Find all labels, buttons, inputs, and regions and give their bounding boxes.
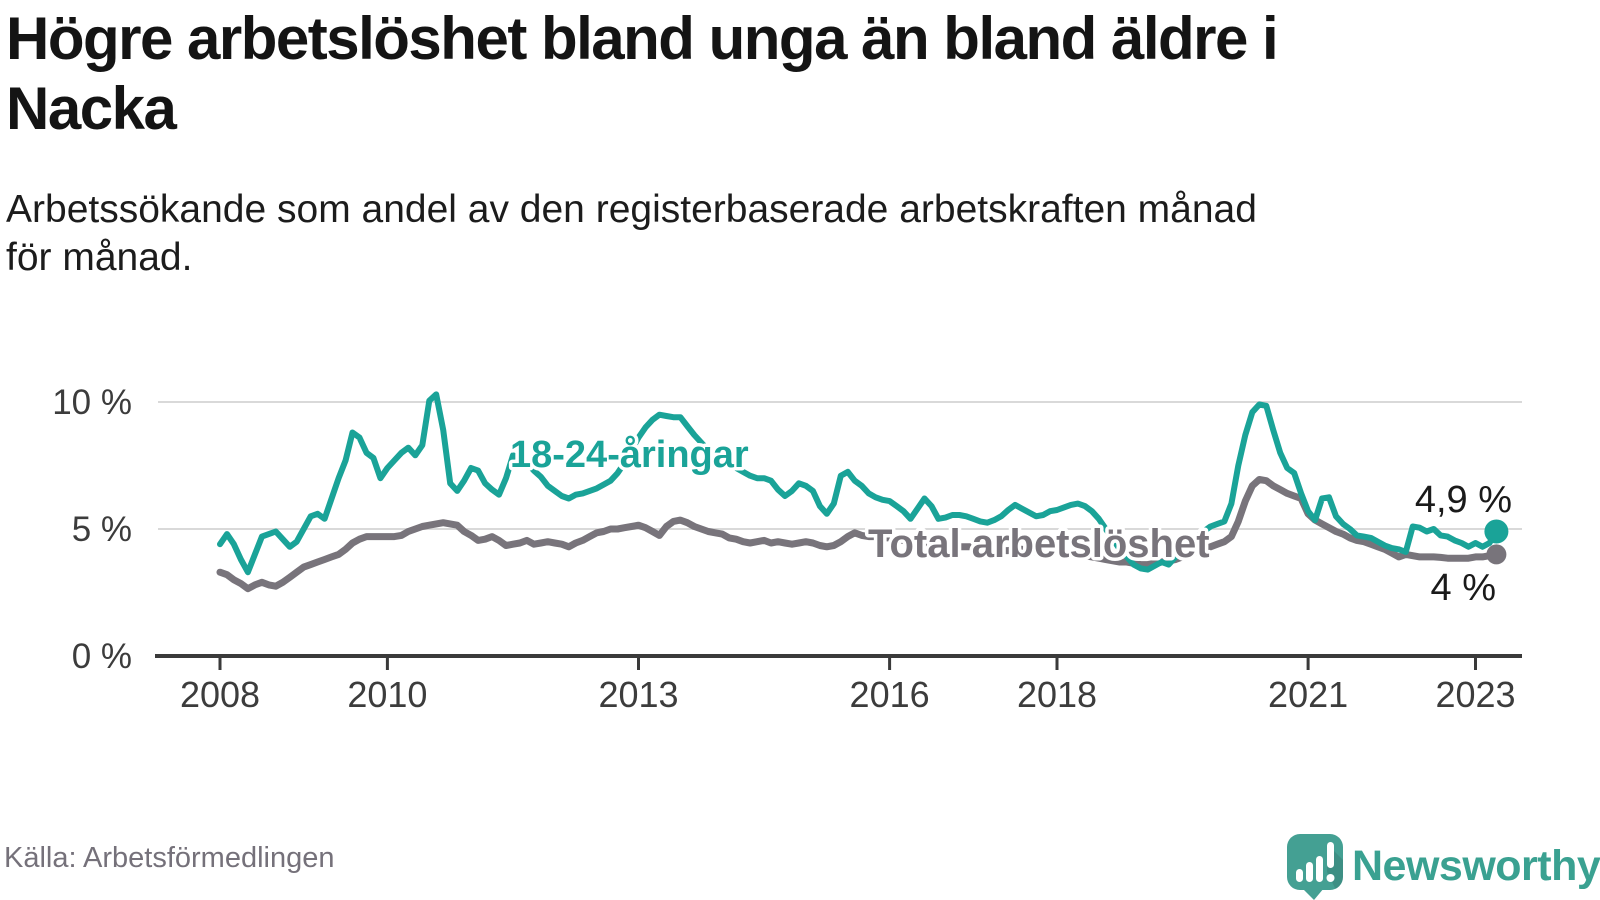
x-tick-label: 2016 (850, 674, 930, 715)
end-label-youth: 4,9 % (1415, 479, 1512, 521)
series-label-youth: 18-24-åringar (510, 434, 749, 476)
series-youth-line (217, 391, 1500, 576)
gridlines (155, 401, 1522, 658)
source-credit: Källa: Arbetsförmedlingen (4, 842, 335, 874)
series-label-total: Total arbetslöshet (868, 522, 1210, 566)
newsworthy-wordmark: Newsworthy (1352, 842, 1600, 890)
x-tick-label: 2023 (1435, 674, 1515, 715)
series-youth-end-dot (1484, 519, 1509, 544)
x-tick-label: 2021 (1268, 674, 1348, 715)
x-tick-label: 2018 (1017, 674, 1097, 715)
x-tick-label: 2013 (598, 674, 678, 715)
newsworthy-logo-icon (1287, 834, 1343, 900)
page-title: Högre arbetslöshet bland unga än bland ä… (6, 5, 1279, 143)
y-tick-label: 10 % (52, 383, 132, 422)
series-total-line (216, 476, 1500, 593)
series-total-end-dot (1486, 544, 1507, 565)
y-tick-label: 0 % (72, 637, 132, 676)
page-subtitle: Arbetssökande som andel av den registerb… (6, 188, 1257, 279)
x-axis: 2008 2010 2013 2016 2018 2021 2023 (180, 656, 1516, 715)
x-tick-label: 2010 (347, 674, 427, 715)
y-axis-labels: 0 % 5 % 10 % (52, 383, 132, 676)
y-tick-label: 5 % (72, 510, 132, 549)
end-label-total: 4 % (1431, 567, 1496, 609)
x-tick-label: 2008 (180, 674, 260, 715)
unemployment-line-chart: 2008 2010 2013 2016 2018 2021 2023 0 %5 %10 % … (52, 383, 1522, 715)
